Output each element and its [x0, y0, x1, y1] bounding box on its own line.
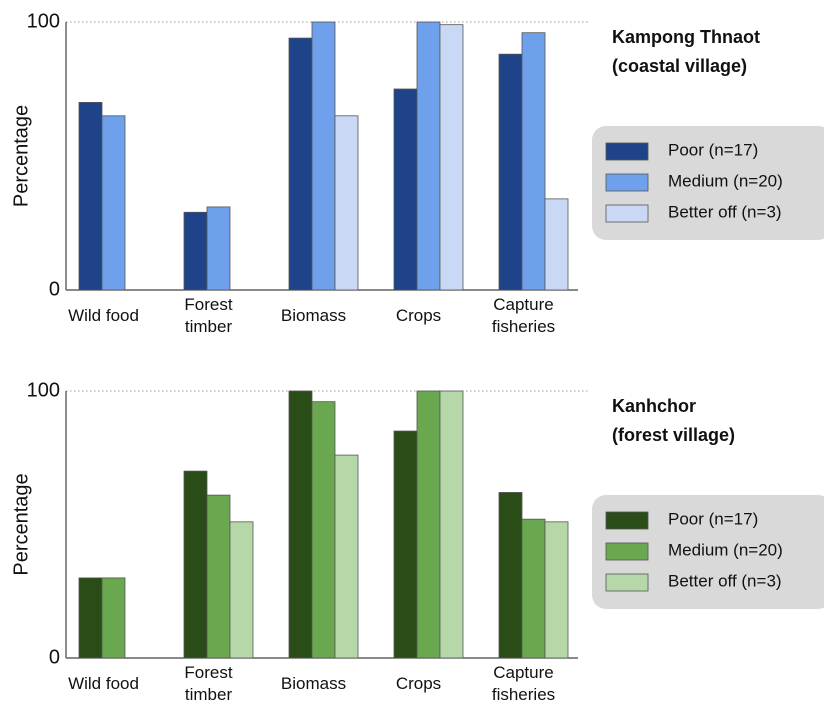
x-tick-label: Wild food [68, 306, 139, 325]
legend-label: Better off (n=3) [668, 202, 782, 221]
bar [544, 521, 569, 659]
bar [521, 518, 546, 659]
bar [439, 24, 464, 291]
legend-label: Poor (n=17) [668, 509, 758, 528]
bar [393, 430, 418, 659]
bar [334, 115, 359, 291]
x-tick-label: Capture fisheries [491, 663, 556, 704]
legend-swatch [605, 142, 649, 161]
x-tick-label: Crops [395, 674, 442, 693]
x-tick-label: Capture fisheries [491, 295, 556, 336]
bar [521, 32, 546, 291]
bar [311, 21, 336, 291]
chart-subtitle: (coastal village) [612, 56, 747, 76]
x-tick-label: Forest timber [184, 295, 233, 336]
legend-swatch [605, 173, 649, 192]
legend-swatch [605, 573, 649, 592]
legend-label: Poor (n=17) [668, 140, 758, 159]
bar [416, 21, 441, 291]
bar [439, 390, 464, 659]
legend-box [592, 495, 824, 609]
legend-box [592, 126, 824, 240]
bar [183, 211, 208, 291]
y-axis-label: Percentage [10, 105, 32, 207]
x-tick-label: Biomass [280, 306, 347, 325]
chart-title: Kampong Thnaot [612, 27, 760, 47]
bar [206, 206, 231, 291]
legend-swatch [605, 542, 649, 561]
y-tick-label: 0 [49, 646, 60, 668]
bar [78, 577, 103, 659]
y-tick-label: 0 [49, 278, 60, 300]
legend-label: Medium (n=20) [668, 171, 783, 190]
chart-title: Kanhchor [612, 396, 696, 416]
bar [393, 88, 418, 291]
legend-label: Better off (n=3) [668, 571, 782, 590]
bar [288, 37, 313, 291]
x-tick-label: Wild food [68, 674, 139, 693]
x-tick-label: Forest timber [184, 663, 233, 704]
bar [78, 102, 103, 291]
bar [229, 521, 254, 659]
y-tick-label: 100 [27, 10, 60, 32]
x-tick-label: Biomass [280, 674, 347, 693]
legend-swatch [605, 204, 649, 223]
legend-label: Medium (n=20) [668, 540, 783, 559]
x-tick-label: Crops [395, 306, 442, 325]
bar [416, 390, 441, 659]
legend-swatch [605, 511, 649, 530]
bar [288, 390, 313, 659]
bar [101, 577, 126, 659]
y-tick-label: 100 [27, 379, 60, 401]
bar [498, 492, 523, 659]
bar [101, 115, 126, 291]
y-axis-label: Percentage [10, 473, 32, 575]
bar [498, 53, 523, 291]
bar [206, 494, 231, 659]
bar [544, 198, 569, 291]
bar [334, 454, 359, 659]
chart-subtitle: (forest village) [612, 425, 735, 445]
bar [183, 470, 208, 659]
bar [311, 401, 336, 659]
